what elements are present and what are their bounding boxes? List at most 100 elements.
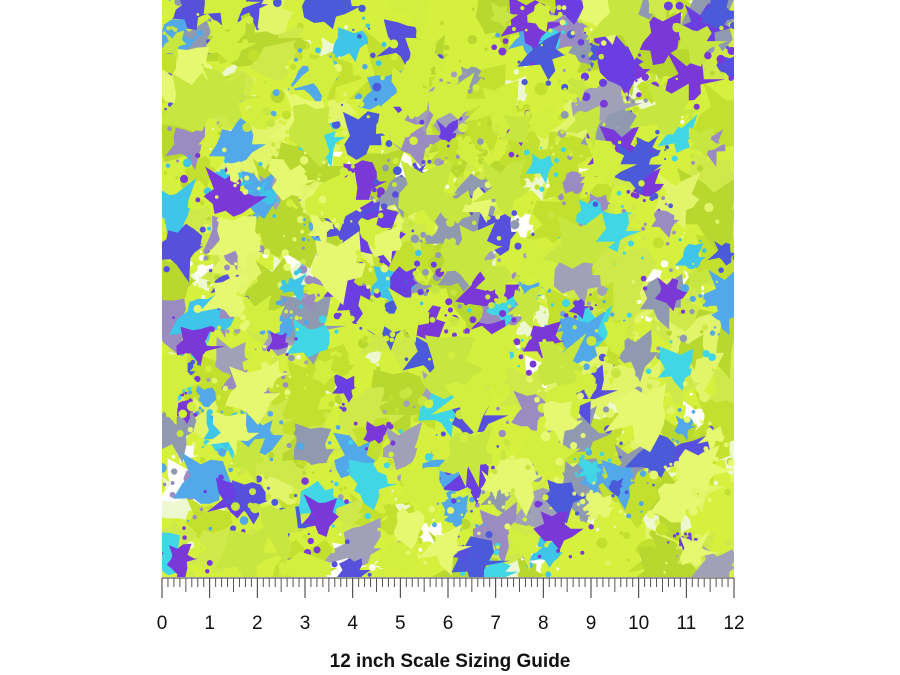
droplet [440,431,446,437]
droplet [704,202,714,213]
droplet [283,298,287,302]
droplet [444,184,450,189]
droplet [344,499,349,505]
ruler-label: 2 [252,613,263,634]
droplet [330,549,336,554]
droplet [217,447,227,457]
droplet [341,130,348,136]
droplet [224,264,231,271]
droplet [504,523,511,530]
splat [665,48,726,101]
droplet [254,475,263,483]
droplet [419,239,423,243]
droplet [580,72,590,81]
droplet [323,412,330,418]
splat [208,117,267,166]
droplet [545,80,552,86]
splat [162,223,203,283]
droplet [646,510,656,519]
droplet [665,608,674,617]
droplet [407,220,414,227]
splat [375,101,426,149]
droplet [547,292,551,295]
droplet [494,130,500,137]
droplet [320,211,324,214]
droplet [350,164,355,169]
droplet [545,183,550,188]
droplet [243,161,248,166]
droplet [547,211,556,219]
droplet [370,52,376,59]
droplet [343,92,348,97]
splat [376,19,434,74]
droplet [427,159,432,164]
droplet [682,231,686,235]
droplet [715,219,720,224]
droplet [736,410,740,414]
droplet [276,573,282,577]
droplet [404,357,409,362]
droplet [495,545,500,550]
droplet [474,502,480,508]
droplet [399,389,410,400]
droplet [284,389,291,396]
droplet [543,311,546,314]
droplet [182,158,192,168]
droplet [198,254,205,261]
droplet [495,386,506,397]
droplet [290,316,293,319]
droplet [357,34,362,39]
droplet [163,170,168,175]
droplet [737,327,741,331]
droplet [451,498,457,504]
droplet [578,19,583,24]
droplet [254,348,257,351]
droplet [445,298,453,306]
droplet [737,117,748,128]
droplet [658,78,662,81]
droplet [724,488,732,496]
droplet [572,491,577,496]
droplet [126,522,130,526]
droplet [262,107,271,116]
droplet [288,375,292,378]
splat [472,158,532,218]
droplet [229,525,237,532]
splat [691,545,734,577]
droplet [527,335,532,340]
droplet [193,304,202,314]
splat [629,81,703,135]
splat [505,526,543,572]
droplet [557,117,561,121]
splat [195,385,219,408]
droplet [476,497,480,501]
droplet [685,298,691,304]
splat [527,536,563,568]
droplet [542,494,549,501]
droplet [586,301,591,306]
droplet [568,554,573,559]
droplet [707,497,712,502]
droplet [641,235,647,242]
droplet [243,88,248,93]
droplet [300,258,306,265]
droplet [445,156,448,160]
droplet [594,329,599,333]
droplet [304,360,309,365]
droplet [556,548,560,553]
droplet [404,280,408,284]
droplet [150,34,157,41]
droplet [272,214,277,219]
droplet [298,304,304,309]
droplet [359,70,368,79]
splat [282,273,307,302]
droplet [750,18,754,22]
droplet [179,174,189,184]
droplet [696,16,703,23]
droplet [619,530,624,536]
droplet [507,444,514,450]
droplet [128,533,135,540]
droplet [233,262,238,266]
droplet [303,223,306,226]
droplet [580,550,585,555]
